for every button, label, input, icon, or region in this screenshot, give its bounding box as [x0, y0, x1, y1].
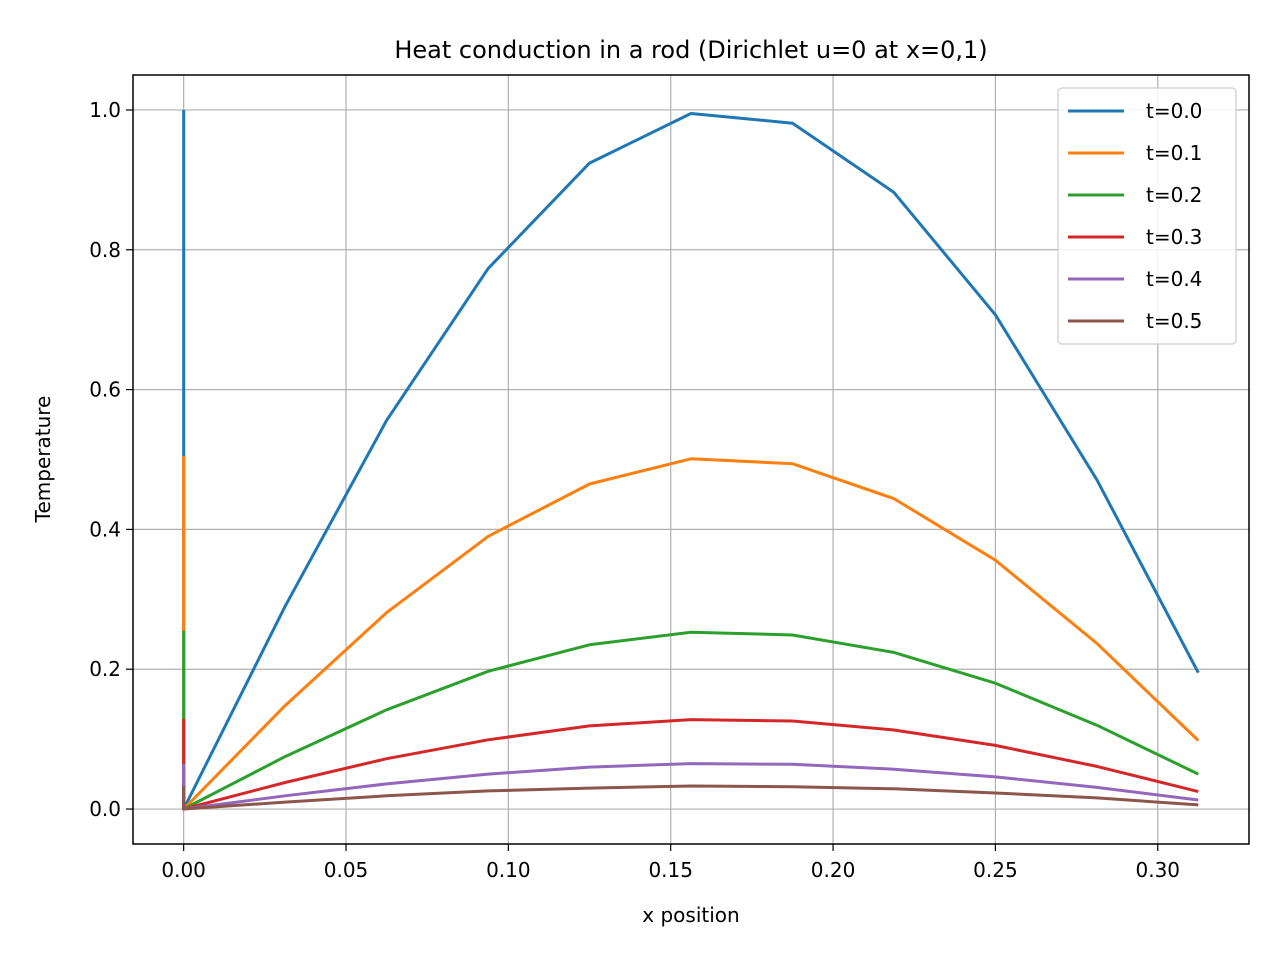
y-tick-label: 1.0	[89, 98, 121, 122]
series-line-2	[182, 630, 1199, 811]
y-tick-label: 0.4	[89, 517, 121, 541]
series-line-0	[182, 110, 1200, 811]
series-line-4	[182, 762, 1199, 811]
y-tick-label: 0.2	[89, 657, 121, 681]
series-lines	[182, 110, 1200, 811]
legend: t=0.0 t=0.1 t=0.2 t=0.3 t=0.4 t=0.5	[1057, 87, 1237, 345]
x-tick-label: 0.30	[1135, 858, 1180, 882]
legend-box	[1057, 87, 1237, 345]
y-axis-ticks: 0.0 0.2 0.4 0.6 0.8 1.0	[89, 98, 133, 821]
series-line-3	[182, 718, 1199, 811]
chart-title: Heat conduction in a rod (Dirichlet u=0 …	[394, 36, 987, 64]
x-tick-label: 0.25	[973, 858, 1018, 882]
legend-label: t=0.1	[1146, 141, 1202, 165]
x-tick-label: 0.15	[648, 858, 693, 882]
series-line-5	[182, 784, 1199, 811]
legend-label: t=0.0	[1146, 99, 1202, 123]
x-tick-label: 0.00	[161, 858, 206, 882]
x-tick-label: 0.20	[811, 858, 856, 882]
y-axis-label: Temperature	[31, 396, 55, 524]
y-tick-label: 0.8	[89, 238, 121, 262]
plot-frame	[132, 74, 1250, 845]
grid	[133, 75, 1249, 844]
legend-label: t=0.3	[1146, 225, 1202, 249]
y-tick-label: 0.0	[89, 797, 121, 821]
y-tick-label: 0.6	[89, 378, 121, 402]
legend-label: t=0.2	[1146, 183, 1202, 207]
legend-label: t=0.5	[1146, 309, 1202, 333]
x-tick-label: 0.10	[486, 858, 531, 882]
x-axis-ticks: 0.00 0.05 0.10 0.15 0.20 0.25 0.30	[161, 844, 1180, 882]
legend-label: t=0.4	[1146, 267, 1202, 291]
x-axis-label: x position	[642, 903, 739, 927]
x-tick-label: 0.05	[324, 858, 369, 882]
series-line-1	[182, 456, 1200, 811]
